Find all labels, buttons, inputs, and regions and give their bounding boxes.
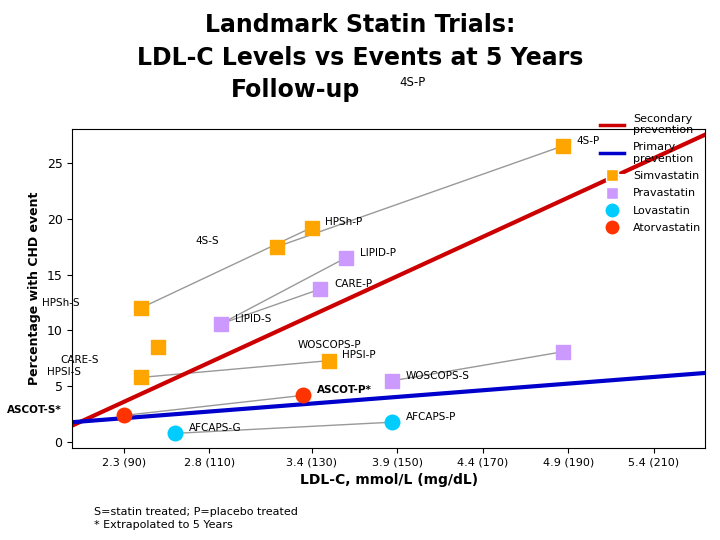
Point: [340, 253, 351, 262]
Text: 4S-P: 4S-P: [577, 136, 600, 146]
Point: [306, 223, 318, 232]
Y-axis label: Percentage with CHD event: Percentage with CHD event: [28, 192, 41, 385]
Point: [271, 242, 283, 251]
Text: WOSCOPS-P: WOSCOPS-P: [298, 340, 361, 350]
Point: [557, 141, 569, 150]
Point: [297, 391, 309, 400]
Point: [135, 304, 146, 313]
Point: [215, 320, 227, 328]
Text: HPSI-P: HPSI-P: [343, 350, 376, 360]
Text: HPSh-S: HPSh-S: [42, 298, 79, 308]
Point: [315, 285, 326, 293]
Point: [557, 347, 569, 356]
Point: [323, 356, 335, 365]
Text: * Extrapolated to 5 Years: * Extrapolated to 5 Years: [94, 520, 233, 530]
Text: HPSI-S: HPSI-S: [47, 367, 81, 377]
Point: [387, 376, 398, 385]
Text: 4S-S: 4S-S: [195, 237, 219, 246]
Text: AFCAPS-G: AFCAPS-G: [189, 423, 241, 433]
Text: ASCOT-P*: ASCOT-P*: [317, 385, 372, 395]
Text: LDL-C Levels vs Events at 5 Years: LDL-C Levels vs Events at 5 Years: [137, 46, 583, 70]
Text: Follow-up: Follow-up: [230, 78, 360, 102]
Point: [152, 343, 163, 352]
Text: CARE-P: CARE-P: [334, 279, 372, 289]
Point: [387, 418, 398, 427]
Text: AFCAPS-P: AFCAPS-P: [406, 412, 456, 422]
Text: WOSCOPS-S: WOSCOPS-S: [406, 370, 469, 381]
Point: [169, 429, 181, 438]
Legend: Secondary
prevention, Primary
prevention, Simvastatin, Pravastatin, Lovastatin, : Secondary prevention, Primary prevention…: [595, 109, 706, 238]
Text: S=statin treated; P=placebo treated: S=statin treated; P=placebo treated: [94, 507, 297, 517]
Text: HPSh-P: HPSh-P: [325, 217, 363, 227]
Point: [118, 411, 130, 420]
Point: [135, 373, 146, 382]
X-axis label: LDL-C, mmol/L (mg/dL): LDL-C, mmol/L (mg/dL): [300, 473, 477, 487]
Text: LIPID-S: LIPID-S: [235, 314, 271, 323]
Text: LIPID-P: LIPID-P: [359, 247, 395, 258]
Text: Landmark Statin Trials:: Landmark Statin Trials:: [204, 14, 516, 37]
Text: 4S-P: 4S-P: [400, 76, 426, 89]
Text: CARE-S: CARE-S: [60, 355, 99, 365]
Text: ASCOT-S*: ASCOT-S*: [7, 405, 62, 415]
